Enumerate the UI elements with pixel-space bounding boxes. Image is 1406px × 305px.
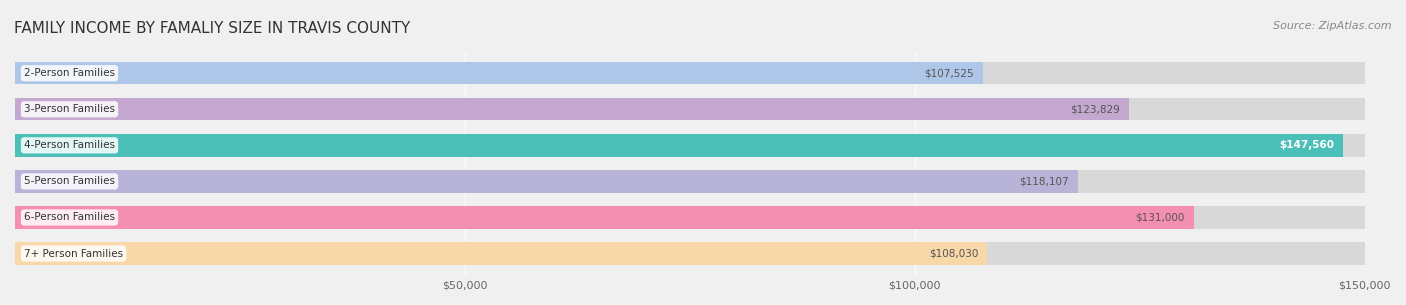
- Text: 2-Person Families: 2-Person Families: [24, 68, 115, 78]
- Bar: [15, 62, 1365, 84]
- Bar: [15, 170, 1078, 192]
- Bar: [15, 242, 987, 265]
- Bar: [15, 98, 1129, 120]
- Text: 4-Person Families: 4-Person Families: [24, 140, 115, 150]
- Bar: [15, 134, 1343, 156]
- Text: $131,000: $131,000: [1136, 213, 1185, 222]
- Text: $108,030: $108,030: [929, 249, 979, 259]
- Bar: [15, 206, 1365, 229]
- Text: $107,525: $107,525: [924, 68, 973, 78]
- Text: 6-Person Families: 6-Person Families: [24, 213, 115, 222]
- Text: $123,829: $123,829: [1070, 104, 1121, 114]
- Text: $118,107: $118,107: [1019, 176, 1069, 186]
- Bar: [15, 242, 1365, 265]
- Text: 5-Person Families: 5-Person Families: [24, 176, 115, 186]
- Bar: [15, 134, 1365, 156]
- Bar: [15, 170, 1365, 192]
- Bar: [15, 206, 1194, 229]
- Text: 7+ Person Families: 7+ Person Families: [24, 249, 124, 259]
- Bar: [15, 98, 1365, 120]
- Text: Source: ZipAtlas.com: Source: ZipAtlas.com: [1274, 21, 1392, 31]
- Bar: [15, 62, 983, 84]
- Text: 3-Person Families: 3-Person Families: [24, 104, 115, 114]
- Text: $147,560: $147,560: [1279, 140, 1334, 150]
- Text: FAMILY INCOME BY FAMALIY SIZE IN TRAVIS COUNTY: FAMILY INCOME BY FAMALIY SIZE IN TRAVIS …: [14, 21, 411, 36]
